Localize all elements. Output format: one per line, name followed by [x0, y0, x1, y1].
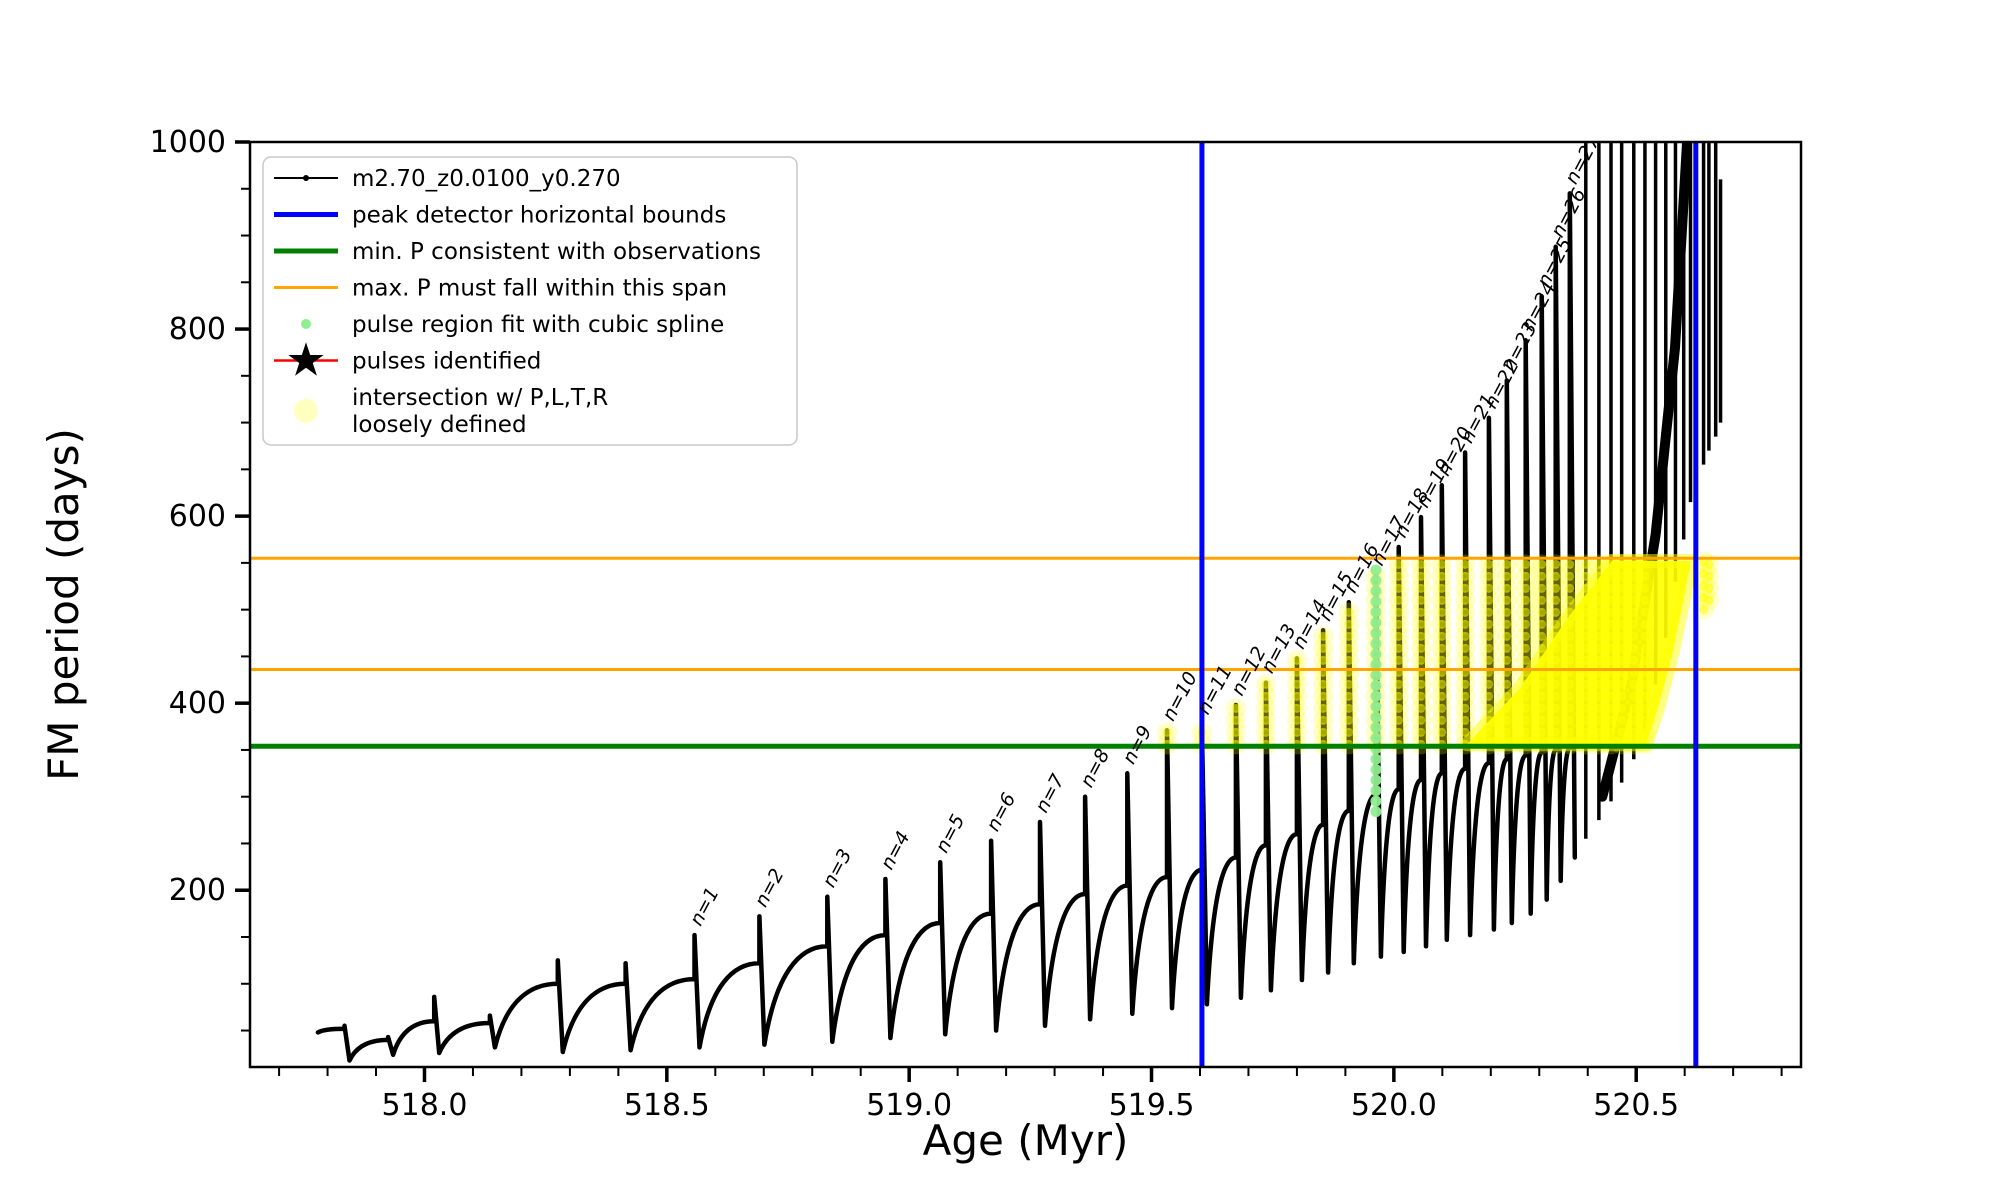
- legend-swatch-dot: [301, 319, 311, 329]
- y-tick-label: 1000: [150, 125, 226, 160]
- legend-swatch-star-icon: ★: [285, 333, 326, 387]
- legend-item-label: pulse region fit with cubic spline: [352, 312, 724, 338]
- y-tick-label: 200: [169, 873, 226, 908]
- legend-item-label: pulses identified: [352, 349, 541, 375]
- x-tick-label: 520.0: [1351, 1088, 1437, 1123]
- legend-item-label: min. P consistent with observations: [352, 239, 761, 265]
- x-tick-label: 519.0: [866, 1088, 952, 1123]
- x-axis-title: Age (Myr): [923, 1116, 1129, 1165]
- x-tick-label: 518.0: [382, 1088, 468, 1123]
- legend-item-label: max. P must fall within this span: [352, 276, 727, 302]
- legend-item-label: peak detector horizontal bounds: [352, 203, 726, 229]
- y-tick-label: 600: [169, 499, 226, 534]
- x-tick-label: 520.5: [1593, 1088, 1679, 1123]
- legend-item-label: loosely defined: [352, 412, 527, 438]
- x-tick-label: 519.5: [1109, 1088, 1195, 1123]
- legend-box: [262, 156, 798, 446]
- y-axis-title: FM period (days): [39, 428, 88, 781]
- legend-item-label: m2.70_z0.0100_y0.270: [352, 166, 621, 192]
- y-tick-label: 400: [169, 686, 226, 721]
- plot-frame: [248, 140, 1803, 1069]
- legend-swatch-marker: [303, 175, 309, 181]
- legend-swatch-big-dot: [294, 399, 318, 423]
- y-tick-label: 800: [169, 312, 226, 347]
- legend-item-label: intersection w/ P,L,T,R: [352, 385, 608, 411]
- x-tick-label: 518.5: [624, 1088, 710, 1123]
- intersection-scatter: [1157, 551, 1719, 755]
- intersection-blob: [1460, 554, 1698, 752]
- track-curve: [315, 191, 1578, 1063]
